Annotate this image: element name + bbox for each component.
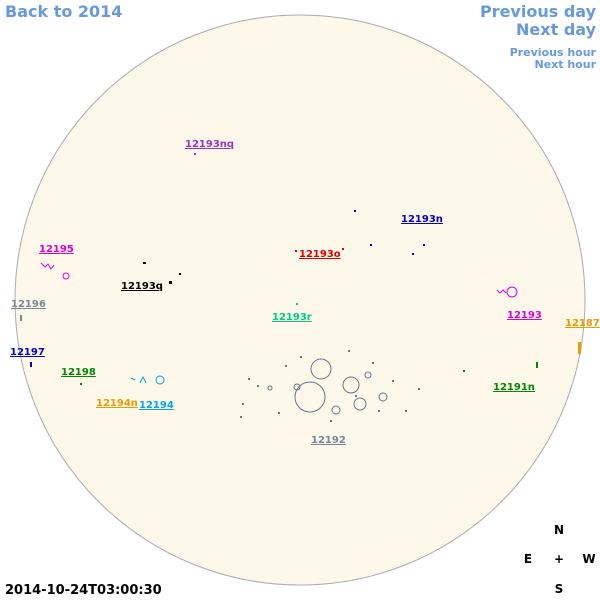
previous-hour-link[interactable]: Previous hour xyxy=(510,46,597,59)
previous-day-link[interactable]: Previous day xyxy=(480,2,597,21)
region-label[interactable]: 12198 xyxy=(61,367,96,378)
compass-east: E xyxy=(524,552,532,566)
region-label[interactable]: 12193q xyxy=(121,281,163,292)
region-label[interactable]: 12197 xyxy=(10,347,45,358)
solar-disk xyxy=(14,14,586,586)
region-label[interactable]: 12193o xyxy=(299,249,341,260)
compass-south: S xyxy=(555,582,564,596)
compass-center: + xyxy=(554,552,564,566)
region-label[interactable]: 12195 xyxy=(39,244,74,255)
region-label[interactable]: 12192 xyxy=(311,435,346,446)
region-label[interactable]: 12196 xyxy=(11,299,46,310)
region-label[interactable]: 12193n xyxy=(401,214,443,225)
region-label[interactable]: 12187 xyxy=(565,318,600,329)
region-label[interactable]: 12194 xyxy=(139,400,174,411)
region-label[interactable]: 12194n xyxy=(96,398,138,409)
region-label[interactable]: 12193r xyxy=(272,312,312,323)
sunspots xyxy=(20,153,581,422)
compass-west: W xyxy=(582,552,595,566)
back-link[interactable]: Back to 2014 xyxy=(5,2,122,21)
next-hour-link[interactable]: Next hour xyxy=(535,58,597,71)
region-label[interactable]: 12191n xyxy=(493,382,535,393)
next-day-link[interactable]: Next day xyxy=(516,20,597,39)
region-label[interactable]: 12193nq xyxy=(185,139,234,150)
compass-north: N xyxy=(554,523,564,537)
timestamp: 2014-10-24T03:00:30 xyxy=(5,583,162,598)
region-label[interactable]: 12193 xyxy=(507,310,542,321)
